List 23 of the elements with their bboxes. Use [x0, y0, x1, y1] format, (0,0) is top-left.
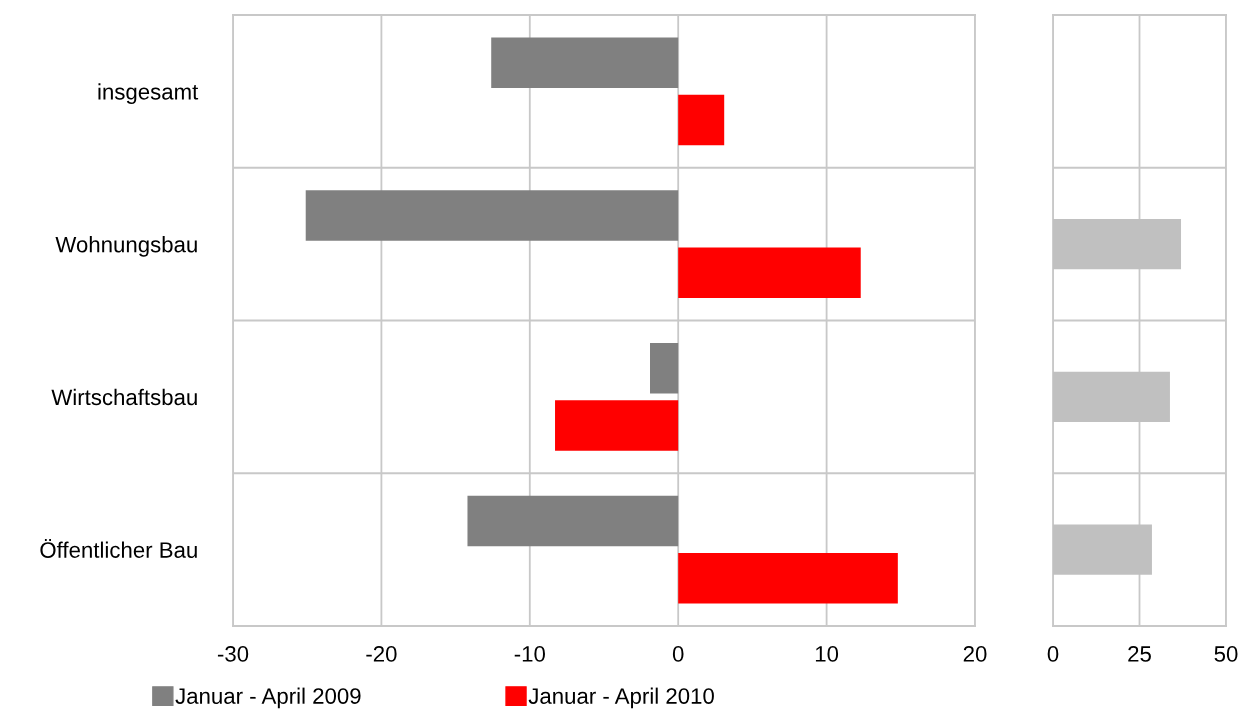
x-tick-label: 0	[1047, 646, 1059, 662]
x-tick-label: 50	[1214, 646, 1238, 662]
legend-label: Januar - April 2010	[528, 687, 714, 709]
x-tick-label: 25	[1128, 646, 1151, 662]
legend-label: Januar - April 2009	[175, 687, 361, 709]
y-tick-label: Öffentlicher Bau	[40, 539, 197, 558]
x-tick-label: 20	[963, 646, 987, 662]
bar	[305, 190, 679, 241]
y-tick-label: Wohnungsbau	[55, 236, 197, 257]
bar	[650, 343, 679, 394]
bar	[678, 247, 861, 298]
bar	[678, 553, 898, 604]
bar	[555, 400, 679, 451]
y-tick-label: insgesamt	[98, 83, 199, 105]
x-tick-label: -10	[514, 646, 545, 662]
bar	[467, 495, 679, 547]
bar	[678, 94, 725, 146]
x-tick-label: -30	[217, 646, 249, 662]
bar	[491, 37, 679, 88]
x-tick-label: 10	[815, 646, 839, 662]
y-tick-label: Wirtschaftsbau	[51, 388, 197, 406]
x-tick-label: 0	[672, 646, 684, 662]
x-tick-label: -20	[366, 646, 397, 662]
